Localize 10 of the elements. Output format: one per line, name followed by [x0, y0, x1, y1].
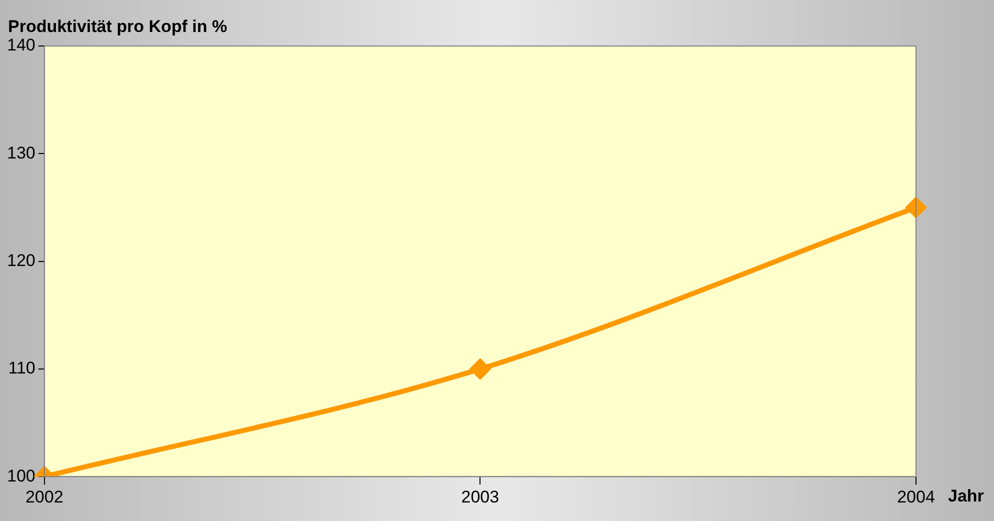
x-axis-title: Jahr — [948, 486, 984, 506]
y-tick-label: 120 — [6, 250, 36, 270]
x-tick-label: 2002 — [25, 487, 64, 506]
x-tick-label: 2004 — [897, 487, 935, 506]
y-tick-label: 140 — [6, 36, 36, 55]
y-tick-label: 130 — [6, 143, 36, 162]
x-tick-label: 2003 — [461, 487, 500, 506]
y-tick-label: 100 — [6, 466, 36, 486]
y-axis-title: Produktivität pro Kopf in % — [8, 17, 228, 36]
y-tick-label: 110 — [8, 358, 36, 378]
